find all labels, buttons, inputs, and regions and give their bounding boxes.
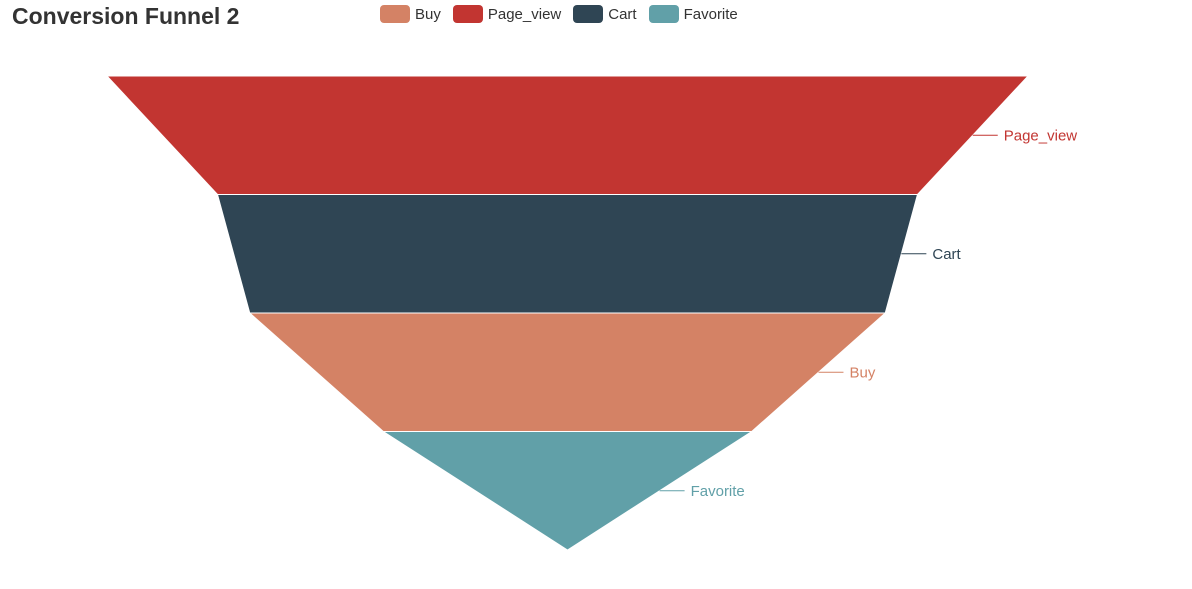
- funnel-label-page-view: Page_view: [1004, 127, 1078, 144]
- funnel-label-buy: Buy: [849, 364, 875, 381]
- legend-label-buy: Buy: [415, 5, 441, 23]
- legend-item-buy[interactable]: Buy: [380, 5, 441, 23]
- legend: Buy Page_view Cart Favorite: [380, 5, 738, 23]
- legend-item-page-view[interactable]: Page_view: [452, 5, 562, 23]
- legend-label-cart: Cart: [608, 5, 637, 23]
- legend-item-favorite[interactable]: Favorite: [648, 5, 738, 23]
- funnel-label-favorite: Favorite: [691, 483, 745, 500]
- legend-swatch-buy: [380, 5, 410, 23]
- legend-label-page-view: Page_view: [487, 5, 562, 23]
- funnel-segment-buy[interactable]: [248, 312, 887, 432]
- funnel-segment-page-view[interactable]: [105, 75, 1030, 195]
- funnel-segment-cart[interactable]: [216, 194, 919, 314]
- legend-swatch-favorite: [648, 5, 679, 23]
- funnel-label-cart: Cart: [932, 246, 961, 263]
- chart-title: Conversion Funnel 2: [12, 3, 240, 29]
- legend-swatch-page-view: [452, 5, 483, 23]
- legend-item-cart[interactable]: Cart: [573, 5, 637, 23]
- legend-swatch-cart: [573, 5, 604, 23]
- legend-label-favorite: Favorite: [683, 5, 738, 23]
